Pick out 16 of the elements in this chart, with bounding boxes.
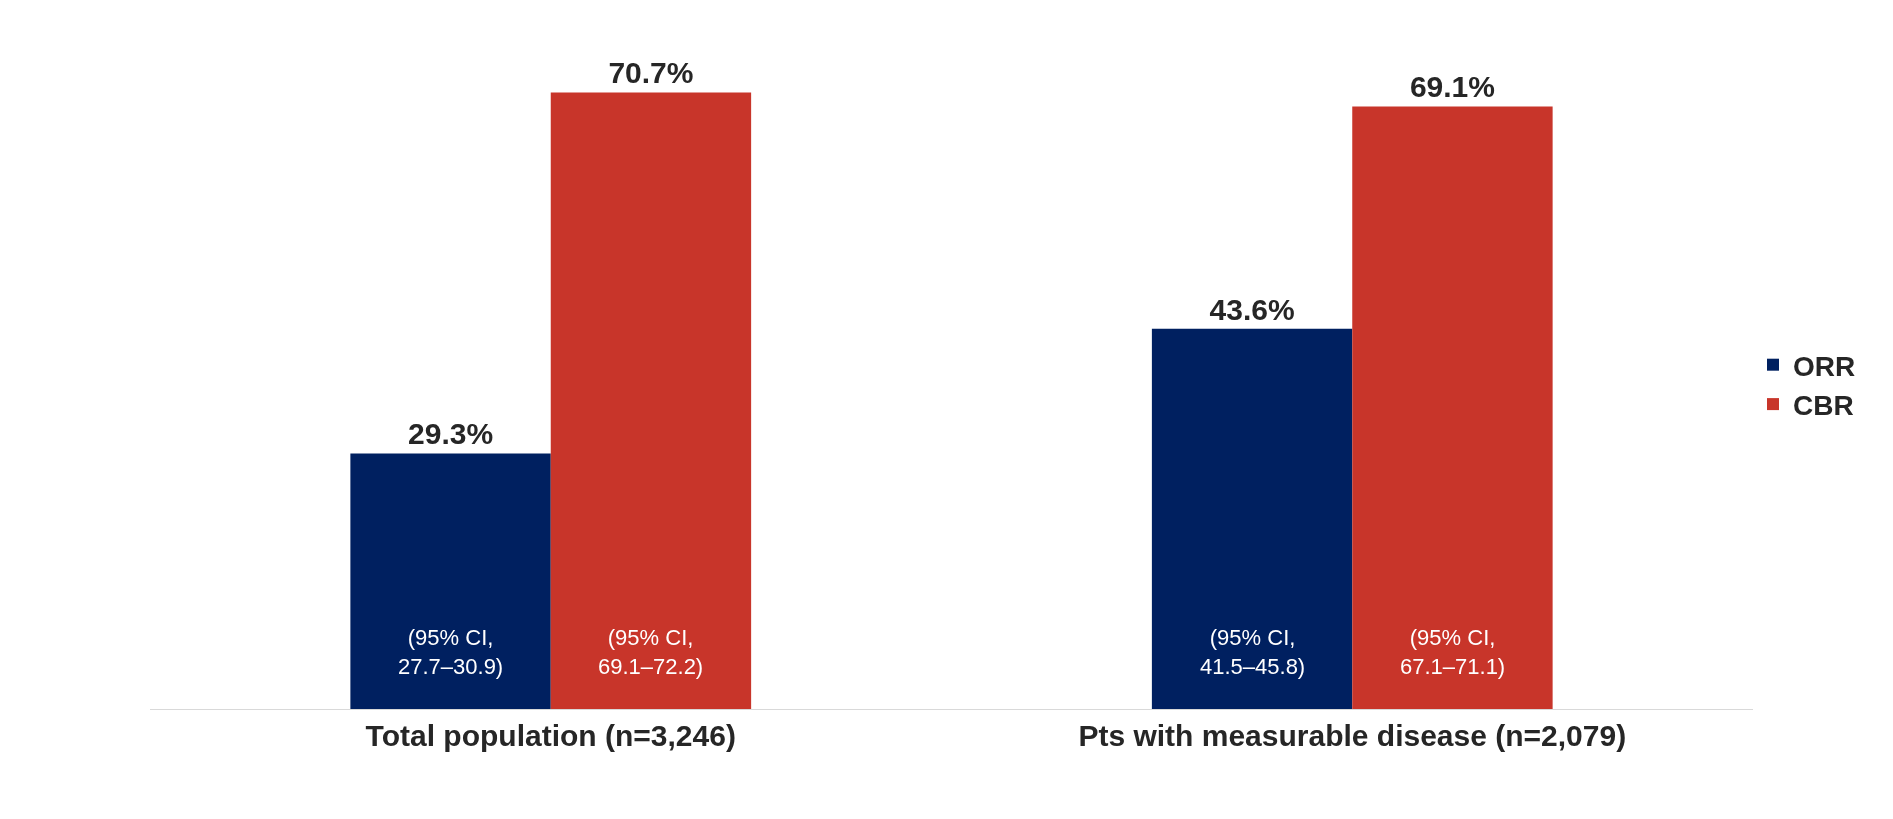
annotation: (95% CI, 69.1–72.2) [598,625,704,679]
legend-label: ORR [1793,350,1856,382]
annotation: (95% CI, 67.1–71.1) [1400,625,1506,679]
data-label: 70.7% [608,56,694,90]
x-tick-label: Total population (n=3,246) [365,719,736,752]
bar [1352,106,1553,709]
bar [1151,328,1353,709]
data-label: 69.1% [1409,70,1495,104]
bar [350,453,551,709]
annotation: (95% CI, 27.7–30.9) [398,625,504,679]
x-tick-label: Pts with measurable disease (n=2,079) [1078,719,1627,752]
data-label: 43.6% [1209,292,1295,326]
legend-label: CBR [1793,390,1854,422]
annotation: (95% CI, 41.5–45.8) [1200,625,1306,679]
bar [550,92,752,709]
data-label: 29.3% [408,417,494,451]
